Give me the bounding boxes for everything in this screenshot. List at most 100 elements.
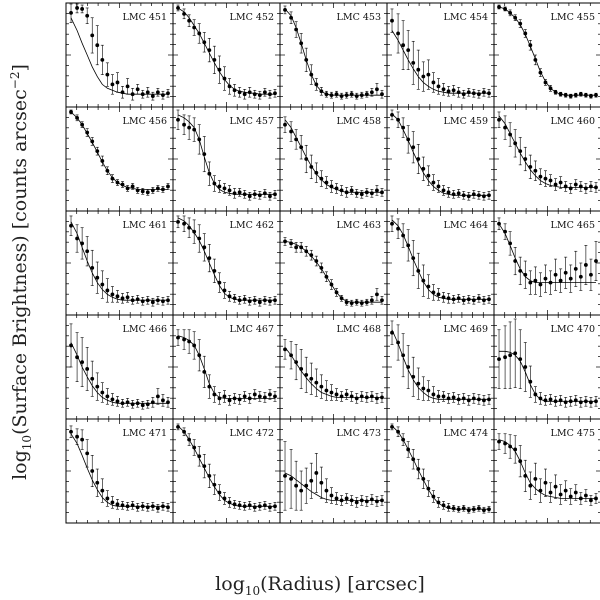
data-point [227, 188, 232, 193]
panel-lmc-475: LMC 475 [493, 418, 600, 524]
cluster-label: LMC 474 [444, 428, 488, 439]
data-point [375, 499, 379, 504]
data-point [304, 372, 309, 377]
data-point [359, 498, 364, 503]
data-point [411, 145, 416, 150]
data-point [155, 298, 160, 303]
data-point [324, 274, 329, 279]
data-point [120, 503, 125, 508]
data-point [508, 132, 513, 137]
data-point [273, 192, 277, 197]
model-curve [391, 329, 489, 400]
data-point [528, 483, 533, 488]
cluster-label: LMC 469 [444, 324, 488, 335]
data-point [487, 507, 491, 512]
data-point [548, 86, 553, 91]
data-point [252, 392, 257, 397]
data-point [583, 93, 588, 98]
data-point [309, 72, 314, 77]
data-point [69, 223, 73, 228]
panel-lmc-459: LMC 459 [386, 106, 495, 212]
data-point [120, 90, 125, 95]
data-point [247, 194, 252, 199]
data-point [232, 396, 237, 401]
cluster-label: LMC 473 [337, 428, 381, 439]
data-point [589, 272, 593, 277]
data-point [166, 505, 170, 510]
data-point [115, 502, 120, 507]
data-point [319, 89, 324, 94]
data-point [359, 93, 364, 98]
data-point [513, 447, 518, 452]
data-point [349, 301, 354, 306]
data-point [528, 43, 533, 48]
data-point [100, 282, 105, 287]
data-point [426, 388, 431, 393]
data-point [589, 184, 593, 189]
data-point [304, 249, 309, 254]
data-point [528, 379, 533, 384]
data-point [476, 397, 481, 402]
data-point [334, 186, 339, 191]
data-point [503, 355, 507, 360]
data-point [461, 193, 466, 198]
data-point [95, 480, 100, 485]
data-point [380, 298, 384, 303]
data-point [324, 180, 329, 185]
data-point [207, 48, 212, 52]
data-point [396, 340, 400, 345]
data-point [289, 241, 293, 246]
data-point [339, 296, 344, 301]
cluster-label: LMC 456 [123, 116, 167, 127]
data-point [125, 295, 130, 300]
y-axis-title: log10(Surface Brightness) [counts arcsec… [8, 64, 34, 480]
data-point [309, 376, 314, 381]
data-point [344, 496, 349, 501]
data-point [140, 189, 145, 194]
cluster-label: LMC 455 [551, 12, 595, 23]
data-point [252, 192, 257, 197]
data-point [207, 384, 212, 389]
data-point [85, 13, 90, 18]
data-point [558, 398, 563, 403]
data-point [573, 266, 578, 271]
data-point [380, 190, 384, 195]
data-point [461, 92, 466, 97]
data-point [182, 122, 186, 127]
data-point [471, 192, 476, 197]
data-point [416, 381, 421, 386]
data-point [359, 192, 364, 197]
data-point [349, 188, 354, 193]
data-point [283, 8, 287, 12]
data-point [283, 239, 287, 244]
data-point [90, 33, 95, 38]
data-point [339, 498, 344, 503]
data-point [182, 221, 186, 226]
data-point [222, 288, 227, 293]
data-point [482, 194, 486, 199]
data-point [222, 496, 227, 501]
data-point [257, 504, 262, 509]
data-point [85, 367, 90, 371]
data-point [344, 190, 349, 195]
data-point [436, 394, 441, 399]
cluster-label: LMC 461 [123, 220, 167, 231]
data-point [553, 90, 558, 95]
data-point [533, 278, 538, 283]
data-point [369, 394, 374, 399]
data-point [319, 480, 324, 485]
data-point [299, 41, 304, 46]
data-point [390, 425, 394, 429]
data-point [319, 266, 324, 270]
data-point [421, 166, 426, 171]
data-point [431, 392, 436, 397]
panel-lmc-452: LMC 452 [172, 2, 281, 108]
data-point [578, 400, 583, 405]
data-point [573, 93, 578, 98]
data-point [558, 492, 563, 497]
data-point [563, 488, 568, 493]
data-point [309, 253, 314, 258]
data-point [182, 429, 186, 434]
cluster-label: LMC 471 [123, 428, 167, 439]
data-point [227, 500, 232, 505]
